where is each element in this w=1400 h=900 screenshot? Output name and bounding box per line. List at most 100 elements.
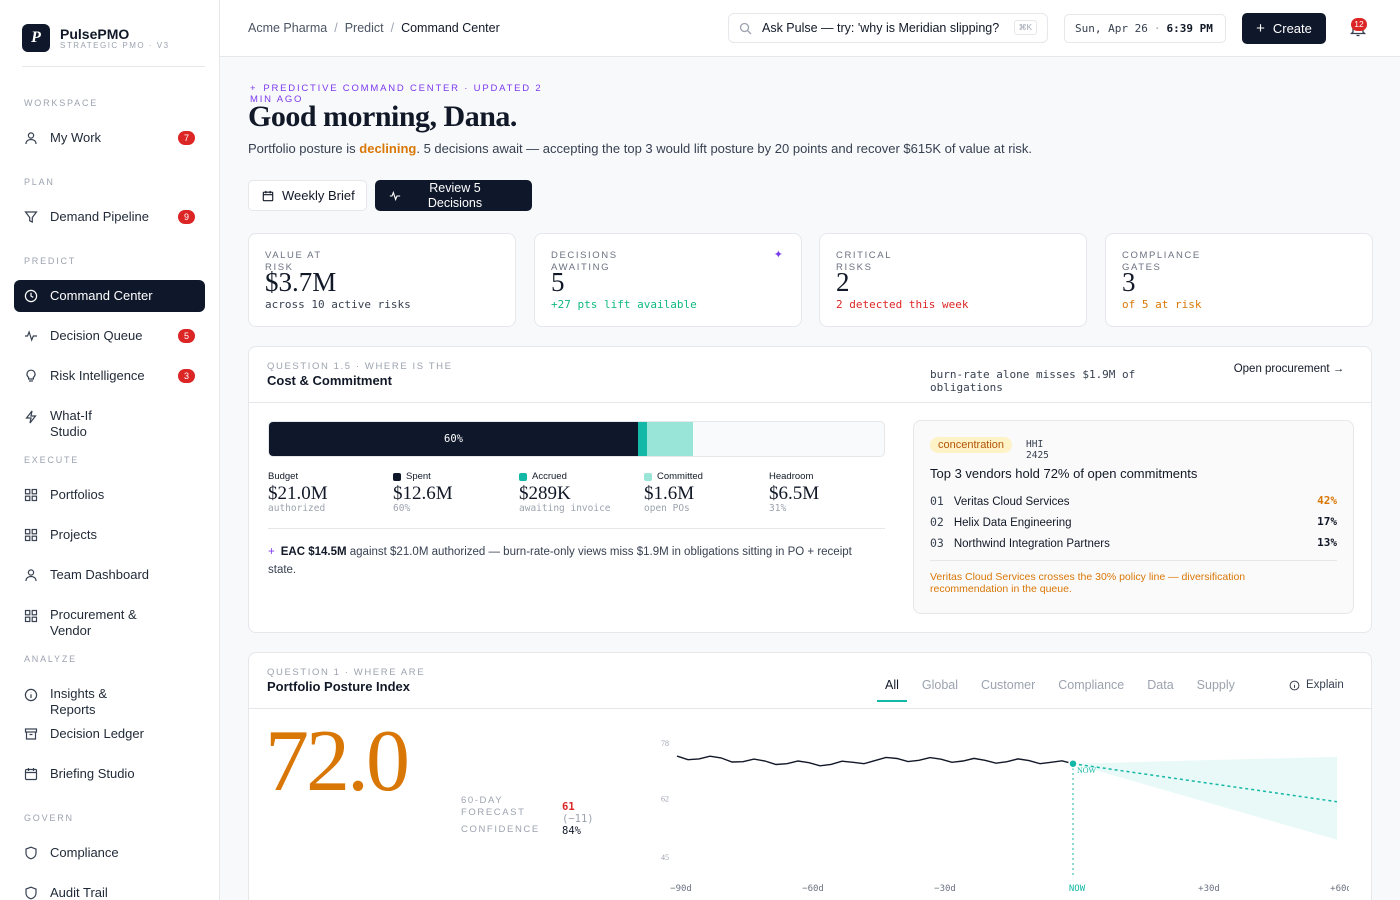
posture-tabs: All Global Customer Compliance Data Supp… xyxy=(877,678,1258,702)
top-header: Acme Pharma / Predict / Command Center Ask P… xyxy=(220,0,1400,57)
panel-title: Portfolio Posture Index xyxy=(267,679,411,694)
x-tick-label: +30d xyxy=(1198,884,1220,894)
sidebar-item-what-if-studio[interactable]: What-If Studio xyxy=(14,405,205,445)
sidebar-item-decision-ledger[interactable]: Decision Ledger xyxy=(14,718,205,750)
eyebrow-text: PREDICTIVE COMMAND CENTER · UPDATED 2 MI… xyxy=(250,83,543,105)
panel-header: QUESTION 1.5 · WHERE IS THE Cost & Commi… xyxy=(249,347,1371,403)
policy-warning: Veritas Cloud Services crosses the 30% p… xyxy=(930,571,1246,595)
create-button[interactable]: + Create xyxy=(1242,13,1326,44)
weekly-brief-button[interactable]: Weekly Brief xyxy=(248,180,367,211)
legend-subtext: open POs xyxy=(644,503,690,514)
open-procurement-link[interactable]: Open procurement → xyxy=(1233,363,1345,375)
grid-icon xyxy=(24,609,38,623)
divider xyxy=(268,528,885,529)
vendor-row[interactable]: 03 Northwind Integration Partners 13% xyxy=(930,536,1337,550)
sidebar-item-my-work[interactable]: My Work 7 xyxy=(14,122,205,154)
forecast-line xyxy=(1072,762,1338,803)
breadcrumb-item[interactable]: Acme Pharma xyxy=(248,21,328,35)
count-badge: 5 xyxy=(178,329,195,343)
vendor-name: Helix Data Engineering xyxy=(953,517,1072,529)
grid-icon xyxy=(24,488,38,502)
kpi-subtext: 2 detected this week xyxy=(836,298,969,311)
legend-accrued: Accrued $289K awaiting invoice xyxy=(519,471,611,514)
sidebar-item-portfolios[interactable]: Portfolios xyxy=(14,479,205,511)
shortcut-hint: ⌘K xyxy=(1013,20,1037,35)
legend-subtext: authorized xyxy=(268,503,326,514)
calendar-icon xyxy=(24,768,38,781)
forecast-delta: (−11) xyxy=(562,813,594,825)
posture-panel: QUESTION 1 · WHERE ARE Portfolio Posture… xyxy=(248,652,1372,900)
sidebar-item-demand-pipeline[interactable]: Demand Pipeline 9 xyxy=(14,201,205,233)
sidebar-item-label: Command Center xyxy=(50,288,153,303)
legend-name: Spent xyxy=(406,471,431,482)
ask-pulse-search[interactable]: Ask Pulse — try: 'why is Meridian slippi… xyxy=(728,13,1048,43)
confidence-label: CONFIDENCE xyxy=(461,824,540,835)
kpi-label: VALUE AT RISK xyxy=(265,250,322,273)
review-decisions-label: Review 5 Decisions xyxy=(427,180,483,210)
sparkle-icon: + xyxy=(268,546,275,558)
explain-label: Explain xyxy=(1306,679,1344,691)
cost-commitment-panel: QUESTION 1.5 · WHERE IS THE Cost & Commi… xyxy=(248,346,1372,633)
page-title: Good morning, Dana. xyxy=(248,100,517,133)
sparkle-icon: + xyxy=(250,83,258,94)
vendor-row[interactable]: 02 Helix Data Engineering 17% xyxy=(930,515,1337,529)
posture-summary: Portfolio posture is declining. 5 decisi… xyxy=(248,141,1033,156)
explain-button[interactable]: Explain xyxy=(1289,679,1344,691)
pulse-icon xyxy=(389,190,401,201)
eac-insight: + EAC $14.5M against $21.0M authorized — … xyxy=(268,546,852,576)
tab-supply[interactable]: Supply xyxy=(1196,678,1235,692)
x-tick-label: −30d xyxy=(934,884,956,894)
now-label: NOW xyxy=(1077,766,1097,775)
plus-icon: + xyxy=(1256,20,1265,37)
sidebar-item-audit-trail[interactable]: Audit Trail xyxy=(14,877,205,900)
calendar-icon xyxy=(262,190,274,201)
tab-all[interactable]: All xyxy=(877,678,907,702)
legend-name: Committed xyxy=(657,471,703,482)
tab-data[interactable]: Data xyxy=(1147,678,1174,692)
sidebar-item-insights-reports[interactable]: Insights & Reports xyxy=(14,683,205,723)
tab-customer[interactable]: Customer xyxy=(981,678,1036,692)
sidebar-item-command-center[interactable]: Command Center xyxy=(14,280,205,312)
sidebar-item-risk-intelligence[interactable]: Risk Intelligence 3 xyxy=(14,360,205,392)
sidebar-item-team-dashboard[interactable]: Team Dashboard xyxy=(14,559,205,591)
pulse-icon xyxy=(25,330,37,342)
legend-subtext: awaiting invoice xyxy=(519,503,611,514)
sidebar-item-decision-queue[interactable]: Decision Queue 5 xyxy=(14,320,205,352)
kpi-subtext: across 10 active risks xyxy=(265,298,411,311)
x-tick-label: −60d xyxy=(802,884,824,894)
sidebar-item-procurement-vendor[interactable]: Procurement & Vendor xyxy=(14,604,205,644)
sidebar-item-label: Portfolios xyxy=(50,487,105,502)
forecast-label: 60-DAY FORECAST xyxy=(461,795,526,818)
sidebar-item-projects[interactable]: Projects xyxy=(14,519,205,551)
vendor-share: 42% xyxy=(1317,494,1337,507)
kpi-card-critical-risks[interactable]: CRITICAL RISKS 2 2 detected this week xyxy=(819,233,1087,327)
hhi-index: HHI 2425 xyxy=(1026,439,1049,461)
tab-compliance[interactable]: Compliance xyxy=(1058,678,1125,692)
vendor-share: 17% xyxy=(1317,515,1337,528)
question-label: QUESTION 1.5 · WHERE IS THE xyxy=(267,361,453,372)
now-point xyxy=(1068,758,1078,769)
breadcrumb-item[interactable]: Predict xyxy=(344,21,384,35)
kpi-label: DECISIONS AWAITING xyxy=(551,250,618,273)
kpi-value: 3 xyxy=(1122,267,1136,297)
vendor-share: 13% xyxy=(1317,536,1337,549)
review-decisions-button[interactable]: Review 5 Decisions xyxy=(375,180,532,211)
sidebar-item-briefing-studio[interactable]: Briefing Studio xyxy=(14,758,205,790)
kpi-card-value-at-risk[interactable]: VALUE AT RISK $3.7M across 10 active ris… xyxy=(248,233,516,327)
bulb-icon xyxy=(26,369,36,382)
kpi-value: 2 xyxy=(836,267,850,297)
legend-subtext: 31% xyxy=(769,503,787,514)
committed-segment xyxy=(646,422,694,456)
sidebar-item-label: Decision Queue xyxy=(50,328,143,343)
breadcrumb: Acme Pharma / Predict / Command Center xyxy=(248,21,500,35)
vendor-title: Top 3 vendors hold 72% of open commitmen… xyxy=(930,466,1198,481)
vendor-name: Northwind Integration Partners xyxy=(953,538,1110,550)
tab-global[interactable]: Global xyxy=(921,678,959,692)
kpi-card-compliance-gates[interactable]: COMPLIANCE GATES 3 of 5 at risk xyxy=(1105,233,1373,327)
sidebar-item-compliance[interactable]: Compliance xyxy=(14,837,205,869)
concentration-pill: concentration xyxy=(930,437,1013,453)
sidebar-item-label: Decision Ledger xyxy=(50,726,144,741)
vendor-row[interactable]: 01 Veritas Cloud Services 42% xyxy=(930,494,1337,508)
kpi-card-decisions-awaiting[interactable]: DECISIONS AWAITING ✦ 5 +27 pts lift avai… xyxy=(534,233,802,327)
sidebar-item-label: Procurement & Vendor xyxy=(50,607,137,638)
